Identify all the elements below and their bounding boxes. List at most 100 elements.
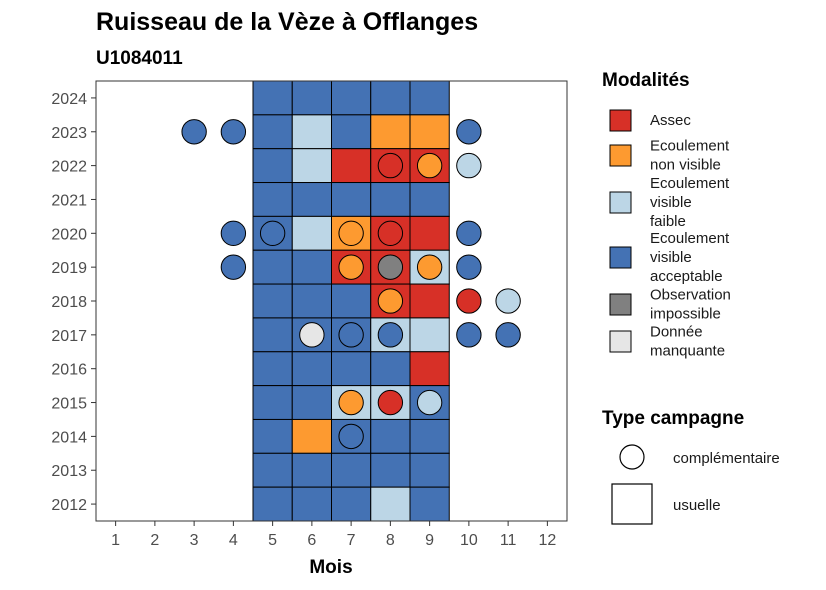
cell-usuelle-2017-9 bbox=[409, 317, 450, 353]
cell-usuelle-2012-7 bbox=[331, 486, 372, 522]
y-tick-label: 2017 bbox=[51, 328, 87, 345]
legend-label-assec: Assec bbox=[650, 112, 691, 129]
point-complementaire-2023-4 bbox=[220, 119, 247, 145]
legend-key-acc bbox=[609, 246, 632, 269]
legend-label-man: manquante bbox=[650, 343, 725, 360]
point-complementaire-2017-11 bbox=[495, 322, 521, 348]
cell-usuelle-2012-9 bbox=[409, 486, 450, 522]
legend-label-complementaire: complémentaire bbox=[673, 450, 780, 467]
point-complementaire-2018-8 bbox=[377, 288, 404, 314]
cell-usuelle-2022-6 bbox=[291, 148, 332, 184]
point-complementaire-2019-9 bbox=[416, 254, 443, 280]
legend-key-obs bbox=[609, 293, 632, 316]
legend-label-nv: Ecoulement bbox=[650, 138, 730, 155]
point-complementaire-2020-4 bbox=[220, 220, 247, 246]
legend-label-faible: faible bbox=[650, 213, 686, 230]
x-tick-label: 2 bbox=[150, 532, 159, 549]
point-complementaire-2017-8 bbox=[377, 322, 404, 348]
cell-usuelle-2024-9 bbox=[409, 80, 450, 116]
point-complementaire-2019-4 bbox=[220, 254, 247, 280]
cell-usuelle-2015-6 bbox=[291, 385, 332, 420]
cell-usuelle-2015-5 bbox=[252, 385, 293, 420]
cell-usuelle-2022-5 bbox=[252, 148, 293, 184]
cell-usuelle-2024-7 bbox=[331, 80, 372, 116]
point-complementaire-2022-10 bbox=[456, 152, 482, 179]
cell-usuelle-2023-7 bbox=[331, 114, 372, 150]
point-complementaire-2015-8 bbox=[377, 389, 404, 416]
cell-usuelle-2016-5 bbox=[252, 351, 293, 387]
y-tick-label: 2012 bbox=[51, 497, 87, 514]
cell-usuelle-2019-5 bbox=[252, 249, 293, 285]
legend-key-nv bbox=[609, 144, 632, 167]
legend-campagne-title: Type campagne bbox=[602, 408, 744, 429]
legend-key-complementaire bbox=[619, 444, 645, 470]
cell-usuelle-2021-7 bbox=[331, 182, 372, 217]
cell-usuelle-2018-7 bbox=[331, 283, 372, 319]
cell-usuelle-2024-6 bbox=[291, 80, 332, 116]
point-complementaire-2017-6 bbox=[299, 322, 325, 348]
cell-usuelle-2014-6 bbox=[291, 418, 332, 454]
point-complementaire-2023-10 bbox=[456, 119, 482, 145]
cell-usuelle-2012-5 bbox=[252, 486, 293, 522]
cell-usuelle-2016-7 bbox=[331, 351, 372, 387]
legend-label-usuelle: usuelle bbox=[673, 497, 721, 514]
x-tick-label: 7 bbox=[347, 532, 356, 549]
point-complementaire-2022-9 bbox=[416, 152, 443, 179]
point-complementaire-2020-5 bbox=[259, 220, 286, 246]
legend-label-acc: visible bbox=[650, 249, 692, 266]
cell-usuelle-2013-7 bbox=[331, 452, 372, 488]
cell-usuelle-2012-6 bbox=[291, 486, 332, 522]
x-axis-title: Mois bbox=[309, 557, 352, 578]
y-tick-label: 2019 bbox=[51, 260, 87, 277]
point-complementaire-2020-7 bbox=[338, 220, 364, 246]
cell-usuelle-2016-8 bbox=[370, 351, 411, 387]
x-tick-label: 8 bbox=[386, 532, 395, 549]
legend-label-faible: Ecoulement bbox=[650, 175, 730, 192]
y-tick-label: 2023 bbox=[51, 125, 87, 142]
point-complementaire-2015-9 bbox=[416, 389, 443, 416]
x-tick-label: 5 bbox=[268, 532, 277, 549]
cell-usuelle-2021-5 bbox=[252, 182, 293, 217]
legend-key-man bbox=[609, 330, 632, 353]
point-complementaire-2020-8 bbox=[377, 220, 404, 246]
x-axis: 1 2 3 4 5 6 7 8 9 10 11 12 bbox=[111, 521, 556, 549]
x-tick-label: 6 bbox=[307, 532, 316, 549]
y-tick-label: 2018 bbox=[51, 294, 87, 311]
cell-usuelle-2013-6 bbox=[291, 452, 332, 488]
cell-usuelle-2019-6 bbox=[291, 249, 332, 285]
point-complementaire-2023-3 bbox=[181, 119, 207, 145]
x-tick-label: 1 bbox=[111, 532, 120, 549]
cell-usuelle-2021-8 bbox=[370, 182, 411, 217]
cell-usuelle-2018-9 bbox=[409, 283, 450, 319]
cell-usuelle-2013-9 bbox=[409, 452, 450, 488]
point-complementaire-2018-11 bbox=[495, 288, 521, 314]
cell-usuelle-2018-6 bbox=[291, 283, 332, 319]
cell-usuelle-2020-6 bbox=[291, 215, 332, 251]
cell-usuelle-2017-5 bbox=[252, 317, 293, 353]
y-tick-label: 2013 bbox=[51, 463, 87, 480]
point-complementaire-2020-10 bbox=[456, 220, 482, 246]
chart-title: Ruisseau de la Vèze à Offlanges bbox=[96, 8, 478, 36]
point-complementaire-2022-8 bbox=[377, 152, 404, 179]
legend-key-usuelle bbox=[611, 483, 653, 525]
point-complementaire-2015-7 bbox=[338, 389, 364, 416]
cell-usuelle-2020-9 bbox=[409, 215, 450, 251]
cell-usuelle-2012-8 bbox=[370, 486, 411, 522]
legend-label-acc: acceptable bbox=[650, 268, 723, 285]
x-tick-label: 4 bbox=[229, 532, 238, 549]
y-tick-label: 2021 bbox=[51, 192, 87, 209]
cell-usuelle-2023-6 bbox=[291, 114, 332, 150]
point-complementaire-2017-7 bbox=[338, 322, 364, 348]
cell-usuelle-2022-7 bbox=[331, 148, 372, 184]
point-complementaire-2019-7 bbox=[338, 254, 364, 280]
x-tick-label: 9 bbox=[425, 532, 434, 549]
point-complementaire-2019-10 bbox=[456, 254, 482, 280]
cell-usuelle-2016-9 bbox=[409, 351, 450, 387]
x-tick-label: 3 bbox=[190, 532, 199, 549]
legend-modalites-title: Modalités bbox=[602, 70, 690, 91]
point-complementaire-2014-7 bbox=[338, 423, 364, 450]
cell-usuelle-2016-6 bbox=[291, 351, 332, 387]
